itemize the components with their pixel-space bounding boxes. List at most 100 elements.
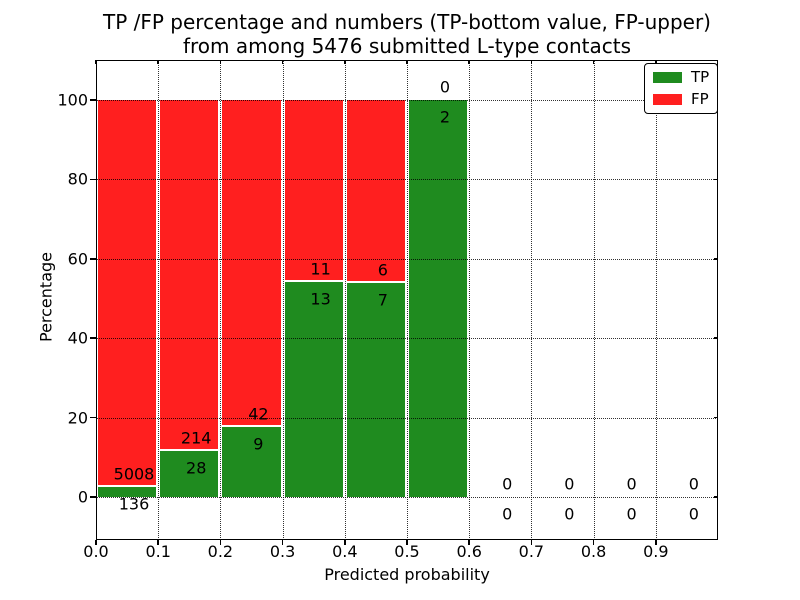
tp-color-swatch [653,72,682,83]
x-axis-label: Predicted probability [324,565,490,584]
bar-tp-segment [98,486,157,497]
x-tick-inner-top [281,60,284,64]
x-tick-inner-top [344,60,346,64]
bar-fp-segment [284,100,343,280]
x-tick-inner-top [592,60,595,64]
fp-count-label: 42 [248,404,269,424]
fp-count-label: 0 [688,474,699,494]
fp-count-label: 5008 [113,464,155,483]
v-gridline [158,60,160,540]
x-tick-label: 0.8 [580,542,607,561]
x-tick-label: 0.5 [394,542,420,561]
y-tick-label: 20 [67,408,88,428]
x-tick-label: 0.4 [332,542,358,561]
plot-area: 5008 136 214 28 42 9 11 13 6 7 0 2 0 0 0 0 0 0 0 0 0 20 40 60 80… [57,60,718,561]
v-gridline [282,60,284,540]
bar-fp-segment [346,100,405,282]
y-tick-label: 80 [67,169,88,189]
fp-count-label: 0 [564,474,575,494]
x-tick-inner-top [219,60,222,64]
y-tick [90,416,96,419]
bar-tp-segment [222,426,281,497]
v-gridline [593,60,595,540]
x-tick-inner-top [468,60,470,64]
x-tick [281,540,284,545]
x-tick [655,540,657,545]
x-tick-inner-top [655,60,657,64]
bar-tp-segment [284,281,343,497]
y-tick [90,337,96,339]
x-tick [406,540,408,545]
y-tick-label: 0 [77,487,88,507]
x-tick [95,540,97,545]
tp-count-label: 0 [502,504,513,524]
x-tick-inner-top [95,60,97,64]
bar-tp-segment [346,283,405,497]
y-tick-inner-right [714,178,718,181]
v-gridline [344,60,346,540]
y-tick [90,99,96,101]
bar-fp-segment [222,100,281,425]
v-gridline [655,60,657,540]
v-gridline [220,60,222,540]
chart-title-line2: from among 5476 submitted L-type contact… [182,34,632,58]
x-tick-label: 0.7 [518,542,545,561]
v-gridline [469,60,471,540]
legend: TP FP [644,63,719,114]
x-tick-inner-top [530,60,533,64]
y-tick-inner-right [714,337,718,339]
fp-color-swatch [653,94,682,105]
y-tick-label: 60 [67,249,88,269]
legend-item-fp: FP [653,92,709,107]
x-tick-label: 0.6 [456,542,482,561]
x-tick-inner-top [406,60,408,64]
v-gridline [407,60,408,540]
x-tick-label: 0.2 [207,542,234,561]
y-tick-inner-right [714,416,718,419]
y-tick-inner-right [714,258,718,260]
y-tick [90,178,96,181]
tp-count-label: 0 [564,504,575,524]
chart-title-line1: TP /FP percentage and numbers (TP-bottom… [103,10,711,34]
y-tick-label: 100 [57,90,88,110]
x-tick [530,540,533,545]
bar-tp-segment [160,451,219,497]
x-tick-label: 0.0 [83,542,109,561]
legend-item-tp: TP [653,70,709,85]
tp-count-label: 28 [186,458,207,478]
fp-count-label: 0 [502,474,513,494]
fp-count-label: 0 [439,77,451,97]
x-tick-label: 0.3 [269,542,296,561]
x-tick [344,540,346,545]
fp-count-label: 11 [310,259,331,279]
tp-count-label: 2 [439,107,451,127]
fp-count-label: 0 [626,474,637,494]
x-tick [468,540,470,545]
tp-count-label: 13 [310,289,331,309]
fp-count-label: 214 [180,428,212,448]
x-tick [219,540,222,545]
y-tick-inner-right [714,496,718,498]
fp-count-label: 6 [377,260,388,280]
bar-fp-segment [98,100,157,485]
x-tick [157,540,159,545]
y-tick [90,258,96,260]
bar-tp-segment [409,100,468,497]
y-tick-label: 40 [67,328,88,348]
v-gridline [531,60,533,540]
x-tick-inner-top [157,60,159,64]
x-tick [592,540,595,545]
legend-label-tp: TP [691,68,710,86]
x-tick-label: 0.9 [643,542,669,561]
legend-label-fp: FP [691,90,709,108]
tp-count-label: 0 [688,504,699,524]
tp-count-label: 9 [253,434,264,454]
x-tick-label: 0.1 [145,542,171,561]
bar-fp-segment [160,100,219,450]
tp-count-label: 136 [118,494,150,513]
tp-count-label: 7 [377,290,388,310]
chart-title: TP /FP percentage and numbers (TP-bottom… [60,10,754,58]
tp-count-label: 0 [626,504,637,524]
y-tick [90,496,96,498]
